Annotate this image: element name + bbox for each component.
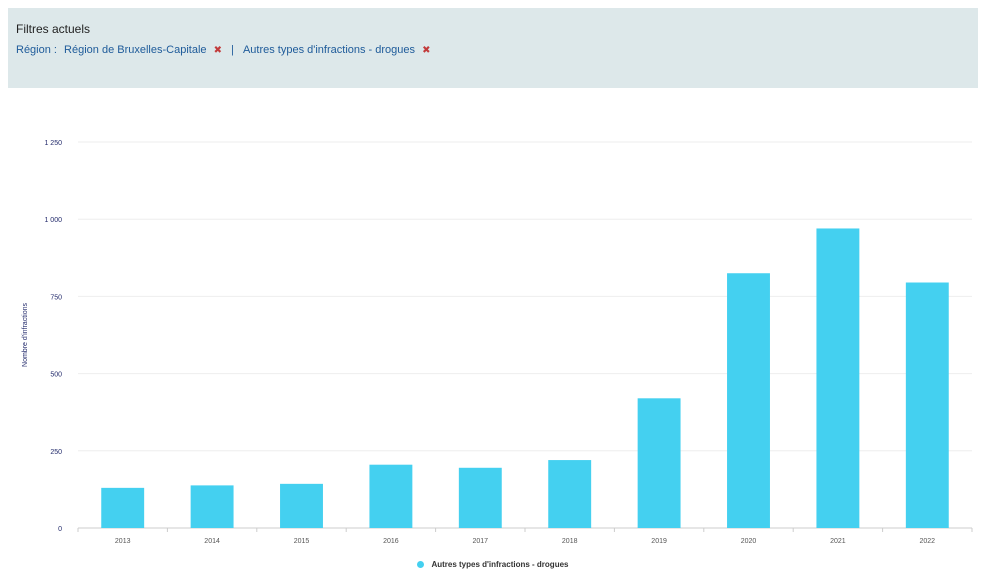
x-tick-label: 2020 <box>741 538 757 545</box>
filter-separator: | <box>231 44 234 56</box>
x-tick-label: 2014 <box>204 538 220 545</box>
x-tick-label: 2013 <box>115 538 131 545</box>
x-tick-label: 2021 <box>830 538 846 545</box>
legend-marker <box>416 561 424 569</box>
remove-region-filter-icon[interactable]: ✖ <box>213 45 222 56</box>
chart-legend[interactable]: Autres types d'infractions - drogues <box>0 560 985 569</box>
remove-offense-filter-icon[interactable]: ✖ <box>422 45 431 56</box>
bar <box>190 485 234 528</box>
x-tick-label: 2016 <box>383 538 399 545</box>
filters-title: Filtres actuels <box>16 22 91 36</box>
bar <box>816 228 860 529</box>
bar-chart: 0 250 500 750 1 000 1 250 Nombre d'infractions… <box>22 140 973 545</box>
bar <box>727 273 770 528</box>
x-tick-label: 2019 <box>651 538 667 545</box>
x-tick-label: 2018 <box>562 538 578 545</box>
x-tick-label: 2015 <box>294 538 310 545</box>
bar <box>369 464 413 528</box>
current-filters-panel: Filtres actuels Région : Région de Bruxe… <box>8 8 978 88</box>
legend-label: Autres types d'infractions - drogues <box>431 560 569 569</box>
y-tick-label: 500 <box>50 372 62 379</box>
bar <box>101 487 145 528</box>
bar <box>458 467 502 528</box>
y-tick-label: 1 250 <box>44 140 62 147</box>
x-tick-label: 2022 <box>920 538 936 545</box>
bar <box>548 460 592 528</box>
bar <box>637 398 681 528</box>
x-tick-label: 2017 <box>473 538 489 545</box>
y-tick-label: 0 <box>58 526 62 533</box>
region-filter-label: Région : <box>16 44 57 56</box>
y-tick-label: 250 <box>50 449 62 456</box>
y-tick-label: 1 000 <box>44 217 62 224</box>
offense-filter-value: Autres types d'infractions - drogues <box>242 44 416 56</box>
bar <box>905 282 949 528</box>
y-tick-label: 750 <box>50 294 62 301</box>
y-axis-label: Nombre d'infractions <box>22 303 29 367</box>
bar <box>280 483 323 528</box>
filter-row: Région : Région de Bruxelles-Capitale ✖ … <box>16 44 970 56</box>
region-filter-value: Région de Bruxelles-Capitale <box>64 44 207 56</box>
